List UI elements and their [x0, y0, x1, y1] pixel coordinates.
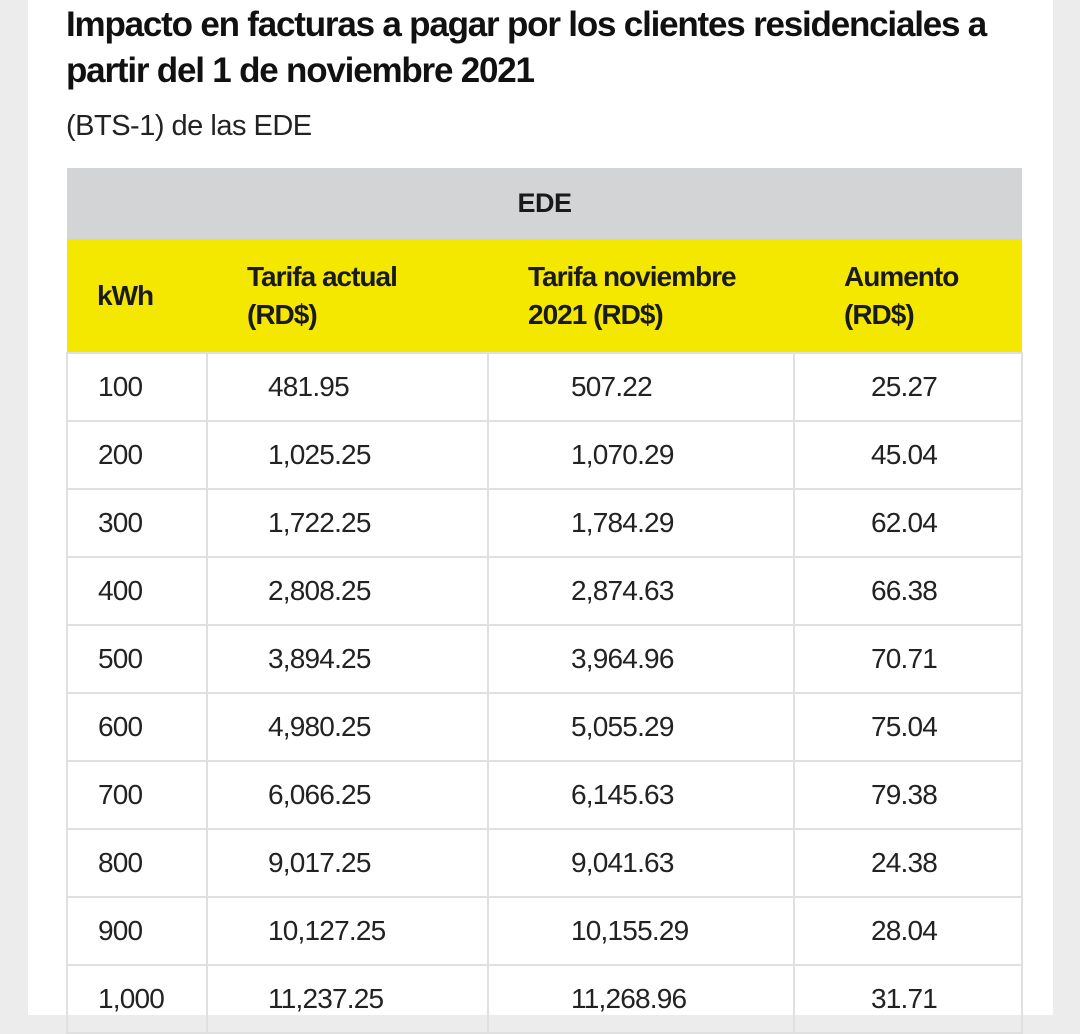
cell-tarifa-actual: 1,722.25 [206, 488, 489, 558]
table-row: 200 1,025.25 1,070.29 45.04 [66, 420, 1024, 490]
cell-aumento: 75.04 [792, 692, 1024, 762]
cell-tarifa-actual: 4,980.25 [206, 692, 489, 762]
group-header: EDE [67, 168, 1023, 239]
cell-tarifa-noviembre: 11,268.96 [487, 964, 795, 1034]
cell-tarifa-noviembre: 507.22 [487, 352, 795, 422]
cell-tarifa-noviembre: 2,874.63 [487, 556, 795, 626]
cell-aumento: 24.38 [792, 828, 1024, 898]
page-subtitle: (BTS-1) de las EDE [66, 110, 312, 142]
table-row: 900 10,127.25 10,155.29 28.04 [66, 896, 1024, 966]
table-row: 600 4,980.25 5,055.29 75.04 [66, 692, 1024, 762]
cell-tarifa-actual: 9,017.25 [206, 828, 489, 898]
cell-aumento: 25.27 [792, 352, 1024, 422]
cell-aumento: 31.71 [792, 964, 1024, 1034]
cell-kwh: 500 [66, 624, 208, 694]
page-title: Impacto en facturas a pagar por los clie… [66, 5, 987, 90]
tariff-table: EDE kWh Tarifa actual (RD$) Tarifa noviem… [66, 168, 1024, 1034]
cell-tarifa-noviembre: 1,070.29 [487, 420, 795, 490]
cell-tarifa-noviembre: 3,964.96 [487, 624, 795, 694]
table-row: 1,000 11,237.25 11,268.96 31.71 [66, 964, 1024, 1034]
cell-tarifa-noviembre: 9,041.63 [487, 828, 795, 898]
cell-aumento: 62.04 [792, 488, 1024, 558]
cell-aumento: 70.71 [792, 624, 1024, 694]
cell-tarifa-actual: 11,237.25 [206, 964, 489, 1034]
cell-tarifa-actual: 481.95 [206, 352, 489, 422]
cell-tarifa-noviembre: 6,145.63 [487, 760, 795, 830]
cell-tarifa-actual: 10,127.25 [206, 896, 489, 966]
cell-kwh: 200 [66, 420, 208, 490]
table-row: 400 2,808.25 2,874.63 66.38 [66, 556, 1024, 626]
cell-kwh: 1,000 [66, 964, 208, 1034]
cell-kwh: 800 [66, 828, 208, 898]
cell-tarifa-noviembre: 10,155.29 [487, 896, 795, 966]
column-header-row: kWh Tarifa actual (RD$) Tarifa noviembre 2… [67, 239, 1023, 353]
cell-kwh: 300 [66, 488, 208, 558]
cell-kwh: 600 [66, 692, 208, 762]
cell-kwh: 700 [66, 760, 208, 830]
cell-aumento: 66.38 [792, 556, 1024, 626]
cell-aumento: 45.04 [792, 420, 1024, 490]
table-row: 700 6,066.25 6,145.63 79.38 [66, 760, 1024, 830]
table-row: 800 9,017.25 9,041.63 24.38 [66, 828, 1024, 898]
cell-aumento: 79.38 [792, 760, 1024, 830]
cell-tarifa-noviembre: 1,784.29 [487, 488, 795, 558]
column-header-tarifa-actual: Tarifa actual (RD$) [207, 239, 488, 353]
cell-kwh: 400 [66, 556, 208, 626]
cell-tarifa-actual: 2,808.25 [206, 556, 489, 626]
column-header-aumento: Aumento (RD$) [794, 239, 1023, 353]
cell-tarifa-actual: 3,894.25 [206, 624, 489, 694]
cell-tarifa-actual: 6,066.25 [206, 760, 489, 830]
table-row: 100 481.95 507.22 25.27 [66, 352, 1024, 422]
cell-tarifa-actual: 1,025.25 [206, 420, 489, 490]
cell-kwh: 100 [66, 352, 208, 422]
column-header-kwh: kWh [67, 239, 207, 353]
column-header-tarifa-noviembre: Tarifa noviembre 2021 (RD$) [488, 239, 794, 353]
cell-tarifa-noviembre: 5,055.29 [487, 692, 795, 762]
cell-kwh: 900 [66, 896, 208, 966]
cell-aumento: 28.04 [792, 896, 1024, 966]
table-row: 300 1,722.25 1,784.29 62.04 [66, 488, 1024, 558]
table-row: 500 3,894.25 3,964.96 70.71 [66, 624, 1024, 694]
